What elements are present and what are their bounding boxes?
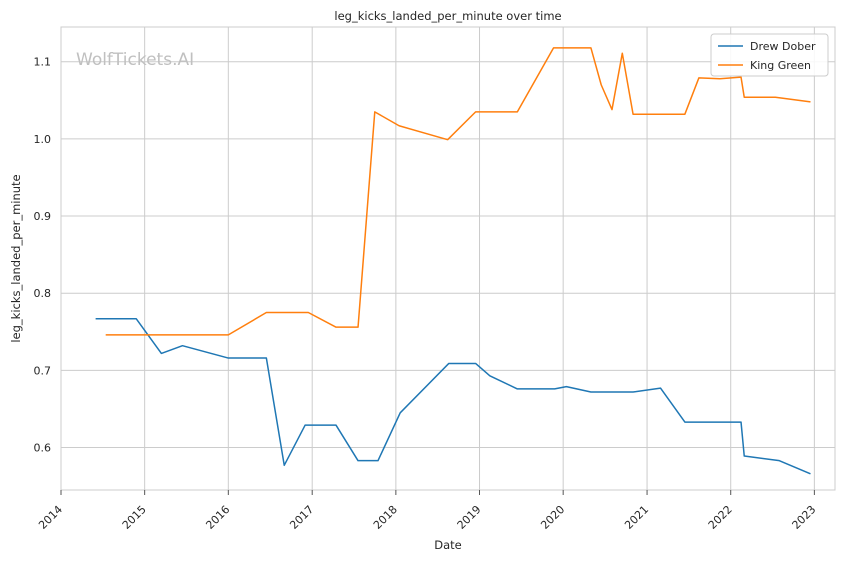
y-tick-label: 0.7 <box>34 364 52 377</box>
x-axis-label: Date <box>434 538 462 552</box>
series-line-drew-dober <box>95 317 811 475</box>
y-tick-label: 0.6 <box>34 442 52 455</box>
y-tick-label: 1.0 <box>34 133 52 146</box>
y-axis-ticks: 0.6 0.7 0.8 0.9 1.0 1.1 <box>34 56 52 455</box>
series-line-king-green <box>105 47 811 336</box>
y-tick-label: 0.9 <box>34 210 52 223</box>
chart-title: leg_kicks_landed_per_minute over time <box>334 9 561 23</box>
series-layer <box>95 47 811 475</box>
legend: Drew Dober King Green <box>710 33 829 77</box>
y-tick-label: 0.8 <box>34 287 52 300</box>
watermark: WolfTickets.AI <box>76 50 194 70</box>
legend-label-king-green: King Green <box>750 59 811 72</box>
legend-label-drew-dober: Drew Dober <box>750 40 816 53</box>
y-tick-label: 1.1 <box>34 56 52 69</box>
plot-frame <box>60 26 836 491</box>
grid <box>60 27 835 490</box>
y-axis-label: leg_kicks_landed_per_minute <box>9 174 23 342</box>
